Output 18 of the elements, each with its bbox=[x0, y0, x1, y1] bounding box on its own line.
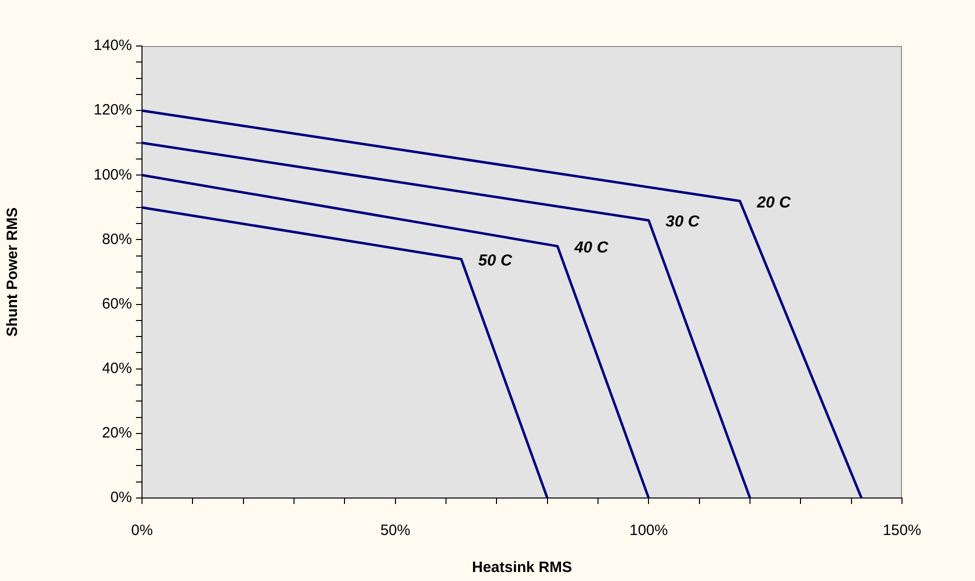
y-tick-label: 80% bbox=[102, 230, 132, 248]
x-tick-label: 100% bbox=[629, 522, 668, 540]
x-tick-label: 50% bbox=[380, 522, 410, 540]
y-tick-label: 120% bbox=[94, 102, 132, 119]
y-tick-label: 100% bbox=[94, 166, 132, 184]
series-label: 30 C bbox=[666, 214, 700, 231]
series-label: 40 C bbox=[573, 240, 609, 257]
y-tick-label: 20% bbox=[102, 424, 132, 442]
y-tick-label: 0% bbox=[110, 489, 132, 506]
y-tick-label: 40% bbox=[102, 360, 132, 377]
y-tick-label: 60% bbox=[102, 295, 132, 312]
x-tick-label: 0% bbox=[131, 522, 153, 540]
y-tick-label: 140% bbox=[94, 37, 132, 54]
x-axis-title: Heatsink RMS bbox=[472, 559, 572, 576]
y-axis-title: Shunt Power RMS bbox=[4, 207, 22, 337]
x-tick-label: 150% bbox=[882, 522, 922, 540]
series-label: 20 C bbox=[756, 194, 792, 212]
series-label: 50 C bbox=[478, 252, 512, 270]
